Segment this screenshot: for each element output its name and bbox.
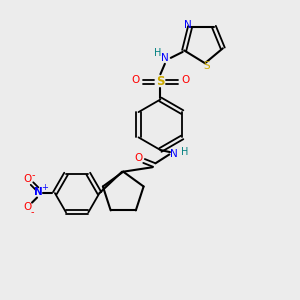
Text: S: S xyxy=(156,75,165,88)
Text: H: H xyxy=(154,48,161,59)
Text: O: O xyxy=(24,174,32,184)
Text: N: N xyxy=(161,53,169,64)
Text: +: + xyxy=(42,183,49,192)
Text: O: O xyxy=(182,75,190,85)
Text: S: S xyxy=(204,61,210,70)
Text: N: N xyxy=(184,20,192,30)
Text: O: O xyxy=(131,75,139,85)
Text: -: - xyxy=(32,170,35,180)
Text: N: N xyxy=(170,148,178,159)
Text: O: O xyxy=(134,153,142,163)
Text: O: O xyxy=(24,202,32,212)
Text: -: - xyxy=(31,207,34,217)
Text: H: H xyxy=(181,147,188,157)
Text: N: N xyxy=(34,187,43,197)
